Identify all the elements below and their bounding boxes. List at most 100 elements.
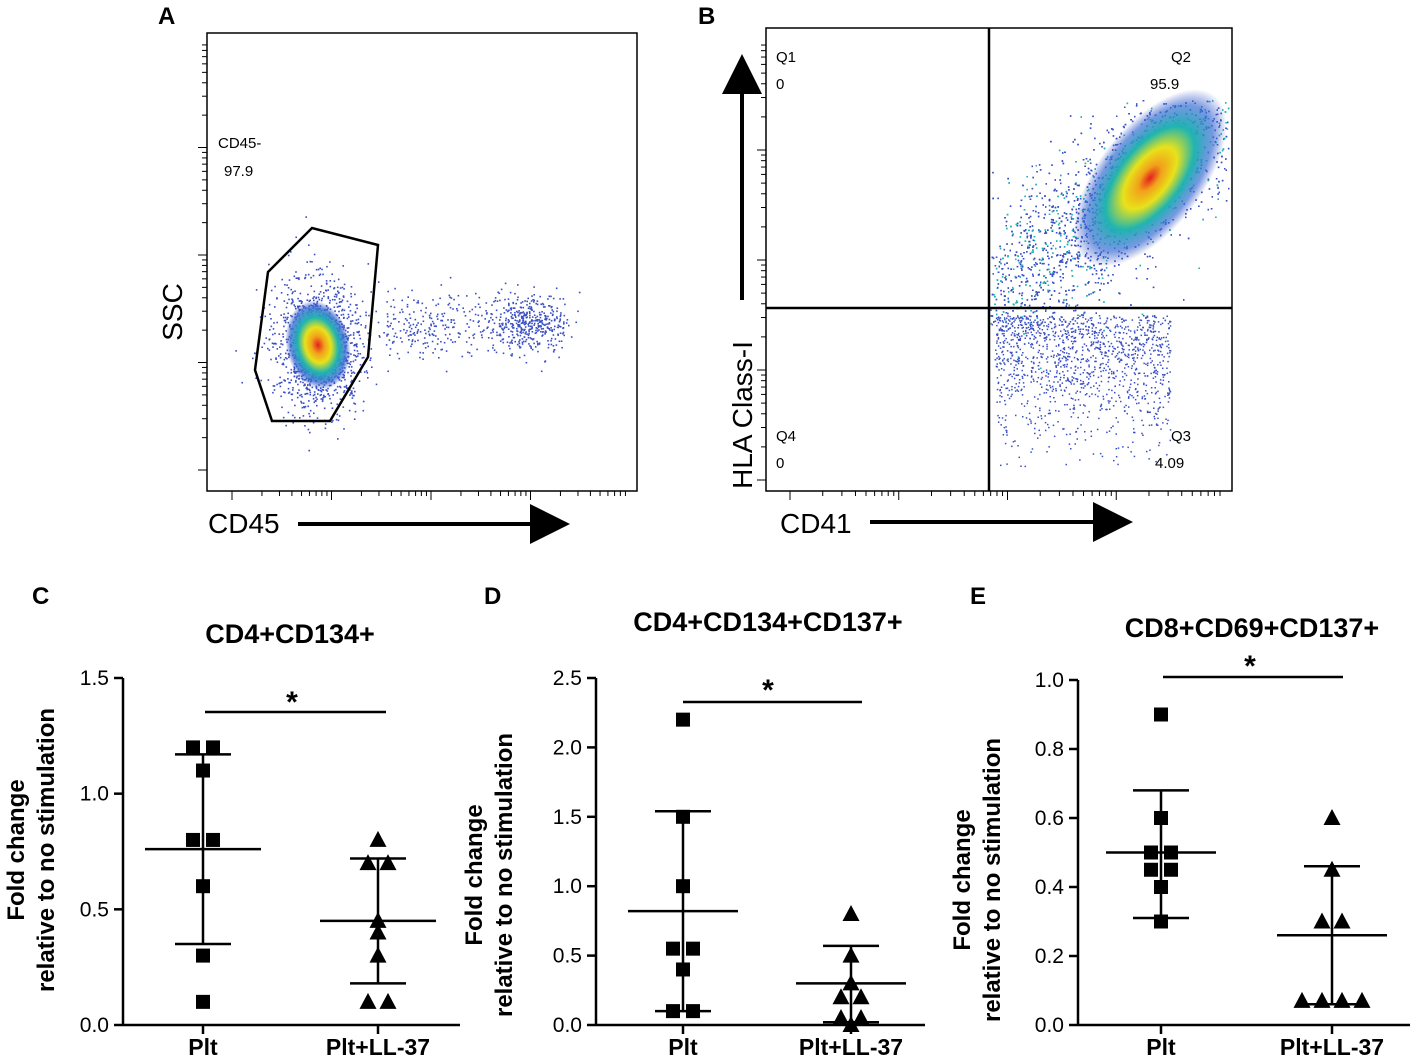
panel-a-event-dot bbox=[385, 344, 388, 346]
panel-b-event-dot bbox=[1031, 165, 1033, 168]
panel-a-event-dot bbox=[517, 324, 519, 326]
panel-a-gate bbox=[253, 226, 380, 423]
panel-a-event-dot bbox=[424, 329, 426, 331]
panel-a-event-dot bbox=[375, 383, 378, 386]
panel-b-event-dot bbox=[1016, 265, 1019, 268]
panel-a-event-dot bbox=[456, 308, 458, 310]
panel-a-event-dot bbox=[426, 342, 429, 344]
panel-b-event-dot bbox=[1105, 267, 1108, 269]
panel-a-event-dot bbox=[318, 298, 321, 301]
panel-a-event-dot bbox=[520, 330, 522, 333]
panel-a-event-dot bbox=[507, 319, 510, 321]
panel-b-event-dot bbox=[1073, 200, 1076, 202]
panel-a-event-dot bbox=[309, 415, 311, 418]
panel-a-event-dot bbox=[542, 303, 545, 306]
panel-a-event-dot bbox=[332, 394, 334, 396]
panel-a-event-dot bbox=[409, 317, 412, 319]
panel-b-event-dot bbox=[1076, 285, 1079, 288]
panel-a-event-dot bbox=[337, 292, 340, 294]
panel-a-event-dot bbox=[465, 341, 468, 343]
panel-a-event-dot bbox=[358, 330, 360, 333]
panel-a-event-dot bbox=[349, 303, 352, 306]
panel-a-event-dot bbox=[510, 354, 512, 356]
panel-a-event-dot bbox=[517, 311, 519, 314]
panel-a-event-dot bbox=[531, 295, 533, 297]
panel-a-event-dot bbox=[516, 299, 519, 301]
panel-a-event-dot bbox=[541, 311, 543, 313]
panel-b-event-dot bbox=[1074, 244, 1076, 247]
panel-a-event-dot bbox=[308, 388, 310, 391]
panel-a-event-dot bbox=[477, 314, 480, 317]
panel-a-event-dot bbox=[337, 305, 340, 308]
panel-b-event-dot bbox=[1001, 276, 1004, 278]
panel-a-event-dot bbox=[306, 392, 309, 395]
panel-a-event-dot bbox=[353, 372, 356, 374]
panel-a-event-dot bbox=[531, 325, 533, 328]
panel-a-event-dot bbox=[531, 316, 534, 318]
panel-a-event-dot bbox=[282, 416, 285, 419]
panel-a-event-dot bbox=[274, 332, 276, 335]
panel-a-event-dot bbox=[536, 327, 539, 330]
panel-a-event-dot bbox=[304, 383, 306, 386]
panel-a-event-dot bbox=[348, 366, 350, 368]
panel-b-event-dot bbox=[1032, 251, 1034, 253]
panel-a-event-dot bbox=[539, 316, 542, 319]
panel-a-event-dot bbox=[517, 334, 519, 337]
panel-a-event-dot bbox=[351, 397, 354, 399]
panel-a-event-dot bbox=[499, 316, 502, 318]
panel-b-event-dot bbox=[1146, 375, 1149, 377]
panel-a-event-dot bbox=[308, 244, 310, 246]
panel-a-event-dot bbox=[322, 389, 325, 391]
panel-a-event-dot bbox=[440, 340, 442, 343]
panel-a-event-dot bbox=[516, 333, 518, 335]
panel-a-event-dot bbox=[280, 381, 283, 384]
panel-a-x-label: CD45 bbox=[208, 508, 280, 539]
panel-a-event-dot bbox=[399, 311, 401, 314]
panel-b-event-dot bbox=[1017, 275, 1020, 277]
panel-a-event-dot bbox=[346, 387, 348, 390]
panel-a-event-dot bbox=[282, 363, 285, 366]
panel-b-event-dot bbox=[1031, 230, 1034, 232]
panel-a-event-dot bbox=[276, 321, 278, 324]
panel-a-event-dot bbox=[485, 310, 487, 312]
panel-a-event-dot bbox=[431, 340, 434, 343]
panel-a-letter: A bbox=[158, 3, 175, 30]
panel-a-event-dot bbox=[407, 351, 409, 354]
panel-a-event-dot bbox=[518, 340, 520, 343]
panel-a-event-dot bbox=[514, 292, 516, 295]
panel-a-event-dot bbox=[388, 339, 391, 341]
panel-a-event-dot bbox=[478, 320, 480, 322]
panel-a-event-dot bbox=[533, 314, 536, 316]
panel-a-event-dot bbox=[477, 303, 480, 305]
panel-a-event-dot bbox=[462, 307, 464, 309]
panel-a-event-dot bbox=[468, 326, 470, 328]
panel-a-event-dot bbox=[309, 389, 311, 392]
panel-a-event-dot bbox=[454, 341, 456, 343]
panel-a-event-dot bbox=[533, 342, 535, 345]
panel-a-event-dot bbox=[522, 321, 524, 323]
panel-a-event-dot bbox=[522, 331, 524, 334]
panel-a-event-dot bbox=[523, 314, 525, 317]
panel-a-event-dot bbox=[496, 300, 499, 302]
panel-a-event-dot bbox=[417, 329, 420, 331]
panel-b-event-dot bbox=[1067, 200, 1070, 203]
panel-a-event-dot bbox=[280, 292, 283, 294]
panel-a-event-dot bbox=[389, 348, 392, 350]
panel-a-event-dot bbox=[359, 353, 362, 355]
panel-a-event-dot bbox=[511, 323, 514, 325]
panel-a-event-dot bbox=[523, 329, 525, 332]
panel-a-event-dot bbox=[316, 404, 318, 407]
panel-a-event-dot bbox=[556, 326, 559, 329]
panel-a-event-dot bbox=[522, 317, 524, 320]
panel-a-event-dot bbox=[356, 350, 359, 352]
panel-b-event-dot bbox=[1077, 255, 1079, 257]
panel-a-event-dot bbox=[235, 350, 237, 352]
panel-b-event-dot bbox=[1144, 253, 1146, 255]
panel-a-event-dot bbox=[464, 330, 467, 332]
panel-a-event-dot bbox=[333, 287, 336, 289]
panel-a-event-dot bbox=[538, 311, 541, 314]
panel-b-event-dot bbox=[1025, 284, 1027, 286]
panel-a-event-dot bbox=[547, 340, 549, 342]
panel-b-event-dot bbox=[1087, 160, 1089, 162]
panel-a-event-dot bbox=[291, 298, 293, 300]
